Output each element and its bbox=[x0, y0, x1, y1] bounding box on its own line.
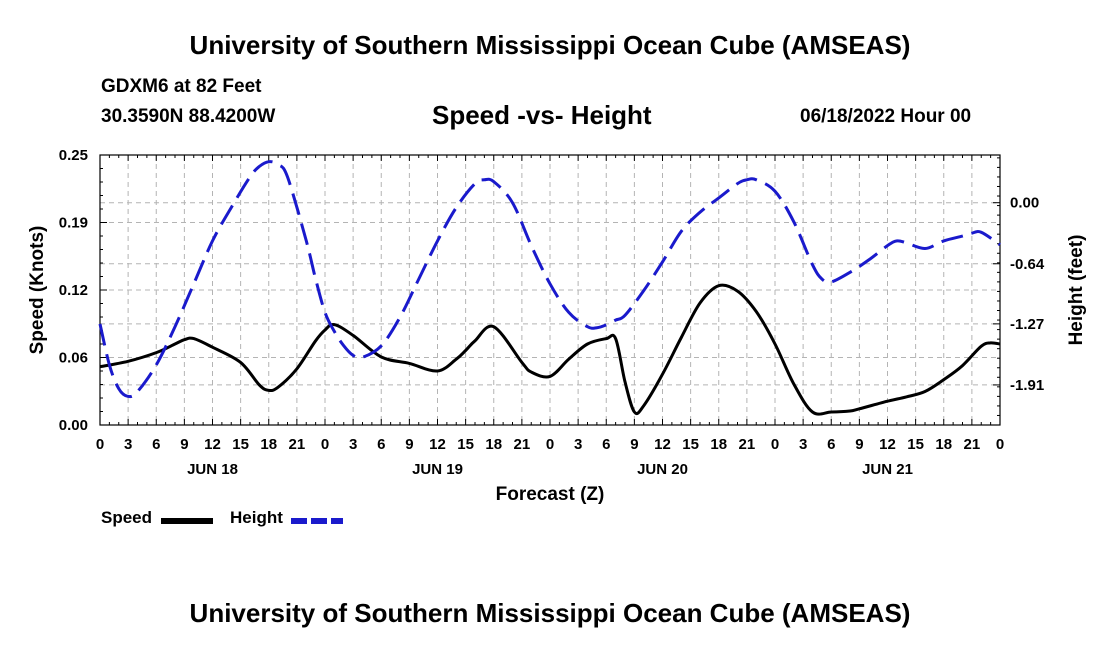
chart-title: University of Southern Mississippi Ocean… bbox=[189, 30, 911, 60]
y-right-axis-title: Height (feet) bbox=[1066, 235, 1087, 346]
y-left-tick-label: 0.25 bbox=[59, 147, 88, 164]
x-tick-label: 3 bbox=[349, 436, 357, 453]
legend-height-label: Height bbox=[230, 508, 283, 527]
x-tick-label: 21 bbox=[514, 436, 531, 453]
x-tick-label: 12 bbox=[204, 436, 221, 453]
x-tick-label: 0 bbox=[96, 436, 104, 453]
x-tick-label: 15 bbox=[232, 436, 249, 453]
y-left-axis-title: Speed (Knots) bbox=[27, 226, 48, 355]
chart-subtitle: Speed -vs- Height bbox=[432, 100, 652, 130]
x-tick-label: 9 bbox=[630, 436, 638, 453]
x-tick-label: 6 bbox=[827, 436, 835, 453]
x-tick-label: 9 bbox=[855, 436, 863, 453]
x-tick-label: 12 bbox=[654, 436, 671, 453]
x-tick-label: 21 bbox=[289, 436, 306, 453]
x-tick-label: 6 bbox=[602, 436, 610, 453]
y-left-tick-label: 0.06 bbox=[59, 350, 88, 367]
coordinates-label: 30.3590N 88.4200W bbox=[101, 106, 276, 127]
station-label: GDXM6 at 82 Feet bbox=[101, 76, 262, 97]
y-right-tick-label: -1.27 bbox=[1010, 316, 1044, 333]
x-tick-label: 0 bbox=[996, 436, 1004, 453]
x-tick-label: 0 bbox=[321, 436, 329, 453]
footer-title: University of Southern Mississippi Ocean… bbox=[189, 598, 911, 628]
x-tick-label: 18 bbox=[260, 436, 277, 453]
y-right-tick-label: -1.91 bbox=[1010, 377, 1044, 394]
day-label: JUN 19 bbox=[412, 461, 463, 478]
day-label: JUN 21 bbox=[862, 461, 913, 478]
x-tick-label: 12 bbox=[879, 436, 896, 453]
x-tick-label: 21 bbox=[739, 436, 756, 453]
x-tick-label: 0 bbox=[771, 436, 779, 453]
x-tick-label: 3 bbox=[124, 436, 132, 453]
forecast-datetime: 06/18/2022 Hour 00 bbox=[800, 106, 972, 127]
x-tick-label: 9 bbox=[180, 436, 188, 453]
legend-height-swatch bbox=[291, 518, 343, 524]
y-right-tick-label: -0.64 bbox=[1010, 256, 1045, 273]
speed-series-line bbox=[99, 283, 1001, 416]
day-label: JUN 18 bbox=[187, 461, 238, 478]
x-tick-label: 6 bbox=[377, 436, 385, 453]
x-tick-label: 0 bbox=[546, 436, 554, 453]
x-tick-label: 21 bbox=[964, 436, 981, 453]
x-tick-label: 15 bbox=[682, 436, 699, 453]
legend-speed-label: Speed bbox=[101, 508, 153, 527]
y-left-tick-label: 0.00 bbox=[59, 417, 88, 434]
x-tick-label: 15 bbox=[457, 436, 474, 453]
x-tick-label: 18 bbox=[935, 436, 952, 453]
y-left-tick-label: 0.19 bbox=[59, 215, 88, 232]
x-tick-label: 3 bbox=[799, 436, 807, 453]
x-tick-label: 3 bbox=[574, 436, 582, 453]
x-tick-label: 9 bbox=[405, 436, 413, 453]
y-left-tick-label: 0.12 bbox=[59, 282, 88, 299]
x-tick-label: 18 bbox=[485, 436, 502, 453]
height-series-line bbox=[98, 160, 1001, 399]
x-tick-label: 15 bbox=[907, 436, 924, 453]
x-axis-title: Forecast (Z) bbox=[496, 484, 605, 505]
day-label: JUN 20 bbox=[637, 461, 688, 478]
x-tick-label: 6 bbox=[152, 436, 160, 453]
legend-speed-swatch bbox=[161, 518, 213, 524]
x-tick-label: 18 bbox=[710, 436, 727, 453]
y-right-tick-label: 0.00 bbox=[1010, 195, 1039, 212]
x-tick-label: 12 bbox=[429, 436, 446, 453]
